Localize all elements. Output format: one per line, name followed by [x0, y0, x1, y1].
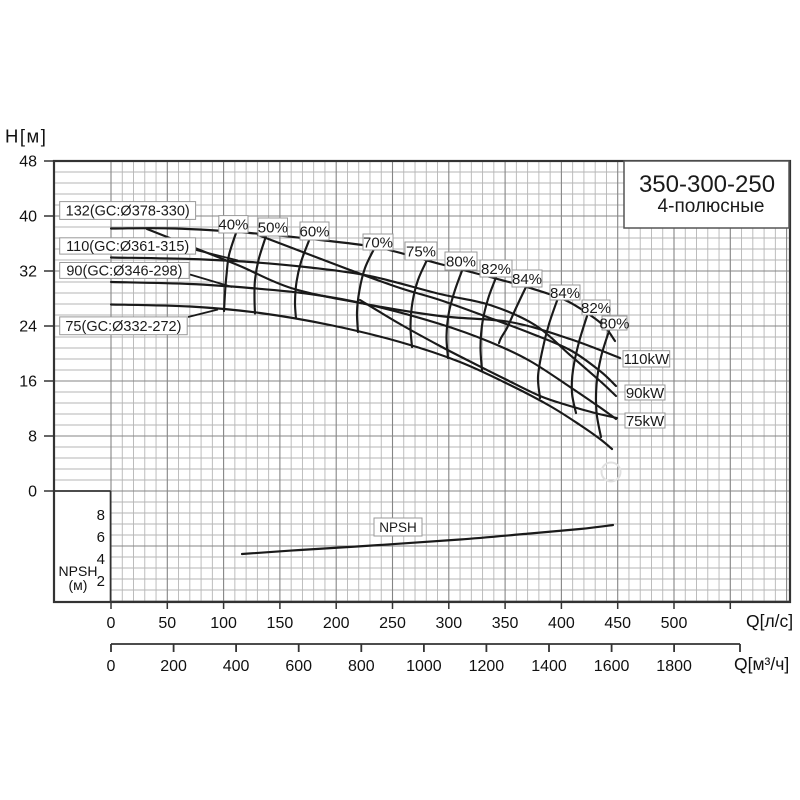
svg-text:80%: 80%: [446, 253, 476, 270]
svg-text:110kW: 110kW: [624, 351, 670, 368]
svg-text:90(GC:Ø346-298): 90(GC:Ø346-298): [66, 264, 182, 280]
svg-text:40%: 40%: [218, 217, 248, 234]
svg-text:48: 48: [19, 154, 37, 171]
svg-text:350-300-250: 350-300-250: [639, 171, 775, 198]
svg-text:1400: 1400: [531, 658, 567, 675]
svg-text:800: 800: [348, 658, 375, 675]
svg-text:75kW: 75kW: [626, 413, 665, 430]
svg-text:NPSH: NPSH: [59, 563, 98, 579]
svg-text:82%: 82%: [481, 261, 511, 278]
svg-text:4-полюсные: 4-полюсные: [658, 196, 765, 217]
svg-text:32: 32: [19, 264, 37, 281]
svg-text:84%: 84%: [512, 271, 542, 288]
svg-text:NPSH: NPSH: [379, 520, 417, 535]
svg-text:70%: 70%: [363, 234, 393, 251]
svg-text:H[м]: H[м]: [5, 126, 47, 147]
svg-text:8: 8: [97, 507, 105, 524]
svg-text:100: 100: [210, 615, 237, 632]
svg-text:4: 4: [97, 551, 105, 568]
svg-text:60%: 60%: [299, 223, 329, 240]
svg-text:1200: 1200: [469, 658, 505, 675]
svg-text:(м): (м): [69, 577, 88, 593]
svg-text:132(GC:Ø378-330): 132(GC:Ø378-330): [66, 204, 190, 220]
svg-text:2: 2: [97, 573, 105, 590]
svg-text:0: 0: [107, 658, 116, 675]
svg-text:40: 40: [19, 209, 37, 226]
svg-text:90kW: 90kW: [626, 385, 665, 402]
svg-text:75%: 75%: [406, 243, 436, 260]
svg-text:16: 16: [19, 374, 37, 391]
svg-text:Q[м³/ч]: Q[м³/ч]: [734, 654, 789, 674]
svg-text:400: 400: [223, 658, 250, 675]
svg-text:110(GC:Ø361-315): 110(GC:Ø361-315): [66, 239, 189, 255]
svg-text:1000: 1000: [406, 658, 442, 675]
svg-text:50%: 50%: [258, 219, 288, 236]
svg-text:450: 450: [604, 615, 631, 632]
svg-text:6: 6: [97, 529, 105, 546]
svg-text:Q[л/с]: Q[л/с]: [746, 611, 793, 631]
svg-text:0: 0: [28, 484, 37, 501]
svg-text:24: 24: [19, 319, 37, 336]
svg-text:1600: 1600: [594, 658, 630, 675]
svg-text:300: 300: [435, 615, 462, 632]
svg-text:1800: 1800: [656, 658, 692, 675]
svg-text:200: 200: [323, 615, 350, 632]
svg-text:250: 250: [379, 615, 406, 632]
svg-text:84%: 84%: [550, 285, 580, 302]
svg-text:0: 0: [107, 615, 116, 632]
svg-text:82%: 82%: [581, 300, 611, 317]
svg-text:350: 350: [492, 615, 519, 632]
svg-text:75(GC:Ø332-272): 75(GC:Ø332-272): [65, 319, 181, 335]
svg-text:400: 400: [548, 615, 575, 632]
svg-text:200: 200: [160, 658, 187, 675]
svg-text:50: 50: [158, 615, 176, 632]
svg-text:500: 500: [661, 615, 688, 632]
svg-text:150: 150: [267, 615, 294, 632]
svg-text:80%: 80%: [599, 315, 629, 332]
svg-text:600: 600: [285, 658, 312, 675]
svg-text:8: 8: [28, 429, 37, 446]
